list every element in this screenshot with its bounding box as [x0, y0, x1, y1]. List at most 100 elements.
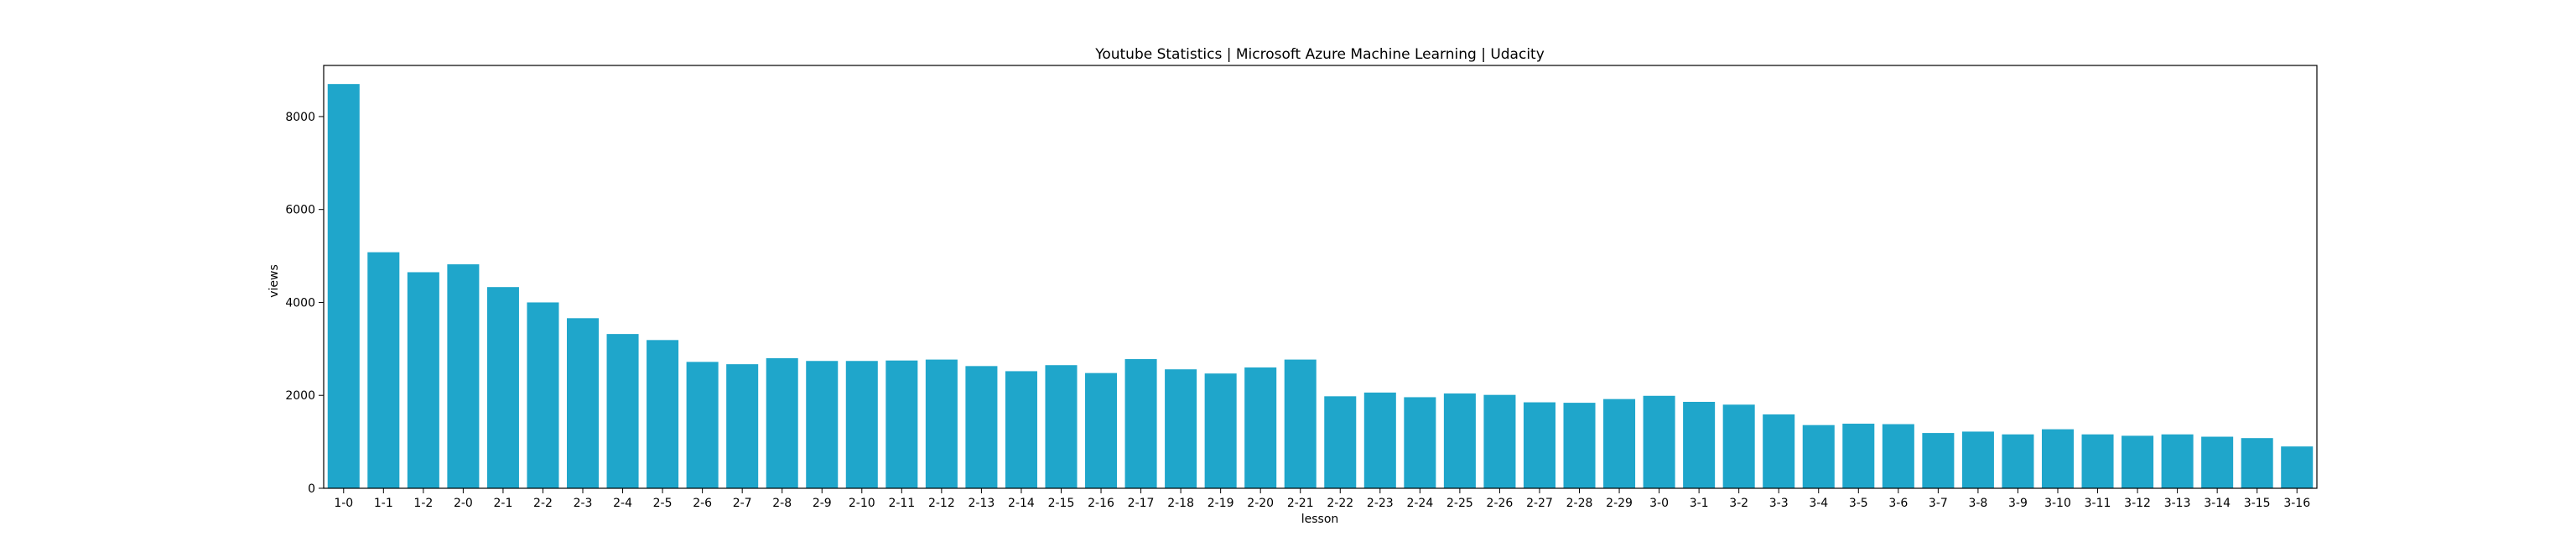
bar-2-16	[1085, 372, 1118, 488]
x-tick-label: 2-20	[1247, 497, 1274, 510]
x-tick-label: 3-5	[1849, 497, 1868, 510]
bar-3-9	[2002, 434, 2034, 488]
x-tick-label: 2-5	[653, 497, 673, 510]
x-tick-label: 2-8	[772, 497, 792, 510]
bar-2-23	[1363, 392, 1396, 488]
chart-title: Youtube Statistics | Microsoft Azure Mac…	[1094, 46, 1545, 63]
x-tick-label: 2-28	[1566, 497, 1593, 510]
bar-3-0	[1643, 395, 1675, 488]
x-tick-label: 2-4	[613, 497, 632, 510]
bar-2-6	[686, 362, 719, 488]
x-tick-label: 3-0	[1649, 497, 1669, 510]
x-tick-label: 2-0	[454, 497, 473, 510]
x-tick-label: 2-14	[1008, 497, 1035, 510]
bar-1-1	[367, 252, 400, 488]
bar-3-6	[1882, 424, 1914, 488]
x-tick-label: 2-25	[1446, 497, 1473, 510]
y-axis-ticks: 0 2000 4000 6000 8000	[285, 111, 324, 496]
x-tick-label: 1-0	[334, 497, 353, 510]
bar-3-13	[2161, 434, 2194, 488]
x-tick-label: 3-14	[2204, 497, 2231, 510]
bar-3-5	[1842, 424, 1875, 488]
x-tick-label: 2-11	[888, 497, 915, 510]
x-tick-label: 3-10	[2044, 497, 2071, 510]
x-tick-label: 2-22	[1327, 497, 1353, 510]
bar-2-11	[886, 360, 918, 488]
x-tick-label: 3-6	[1888, 497, 1908, 510]
bar-2-20	[1244, 367, 1277, 488]
x-tick-label: 2-23	[1367, 497, 1394, 510]
x-tick-label: 2-1	[493, 497, 512, 510]
y-tick-label: 2000	[285, 389, 315, 403]
bar-2-15	[1045, 365, 1078, 488]
bar-3-15	[2241, 438, 2273, 488]
x-tick-label: 3-15	[2244, 497, 2271, 510]
x-tick-label: 2-19	[1208, 497, 1234, 510]
x-tick-label: 2-7	[733, 497, 752, 510]
x-tick-label: 2-15	[1048, 497, 1075, 510]
bar-2-21	[1284, 359, 1317, 488]
x-tick-label: 2-9	[813, 497, 832, 510]
bar-2-22	[1324, 396, 1357, 488]
bar-2-7	[726, 364, 759, 488]
bar-2-5	[647, 340, 679, 488]
x-tick-label: 3-13	[2164, 497, 2191, 510]
x-tick-label: 2-18	[1167, 497, 1194, 510]
bar-3-8	[1961, 431, 1994, 488]
bar-2-9	[806, 361, 839, 488]
bar-2-8	[766, 357, 798, 488]
bar-2-29	[1603, 399, 1636, 488]
x-tick-label: 1-1	[374, 497, 393, 510]
x-tick-label: 2-27	[1526, 497, 1553, 510]
bar-2-2	[527, 302, 559, 488]
bar-2-13	[965, 366, 998, 488]
x-tick-label: 2-10	[849, 497, 875, 510]
bar-2-24	[1404, 397, 1436, 488]
bar-3-7	[1922, 433, 1955, 488]
bar-3-10	[2041, 429, 2075, 488]
x-tick-label: 3-9	[2008, 497, 2028, 510]
x-tick-label: 2-12	[928, 497, 955, 510]
bar-3-14	[2201, 436, 2234, 488]
bar-2-0	[447, 264, 480, 488]
x-tick-label: 3-4	[1809, 497, 1828, 510]
bar-3-1	[1683, 401, 1716, 488]
x-tick-label: 3-2	[1729, 497, 1748, 510]
bar-2-25	[1443, 393, 1476, 488]
x-tick-label: 3-3	[1769, 497, 1789, 510]
bar-2-26	[1483, 394, 1516, 488]
x-tick-label: 2-24	[1406, 497, 1433, 510]
bar-2-27	[1523, 402, 1555, 488]
x-tick-label: 3-12	[2124, 497, 2151, 510]
x-tick-label: 3-16	[2283, 497, 2310, 510]
x-tick-label: 3-8	[1968, 497, 1987, 510]
x-tick-label: 2-29	[1606, 497, 1633, 510]
bar-3-3	[1763, 414, 1795, 488]
x-tick-label: 2-16	[1088, 497, 1114, 510]
bar-2-4	[606, 334, 639, 488]
x-tick-label: 2-6	[693, 497, 712, 510]
bar-2-3	[566, 318, 600, 488]
x-tick-label: 2-17	[1128, 497, 1155, 510]
x-tick-label: 2-13	[969, 497, 995, 510]
bar-2-14	[1005, 371, 1037, 488]
x-tick-label: 2-2	[533, 497, 553, 510]
bar-3-11	[2081, 434, 2114, 488]
x-tick-label: 1-2	[413, 497, 433, 510]
bar-3-16	[2281, 446, 2314, 488]
x-tick-label: 2-26	[1487, 497, 1514, 510]
bar-2-18	[1165, 369, 1197, 488]
x-tick-label: 2-21	[1287, 497, 1314, 510]
bar-3-12	[2122, 435, 2154, 488]
y-tick-label: 6000	[285, 204, 315, 217]
y-tick-label: 8000	[285, 111, 315, 124]
bar-3-4	[1802, 425, 1835, 488]
bar-2-17	[1124, 359, 1157, 488]
bar-1-2	[407, 272, 439, 488]
bar-2-28	[1563, 403, 1596, 488]
bar-2-10	[845, 361, 878, 488]
bar-2-1	[486, 287, 519, 488]
y-tick-label: 4000	[285, 296, 315, 310]
bar-2-12	[925, 359, 958, 488]
